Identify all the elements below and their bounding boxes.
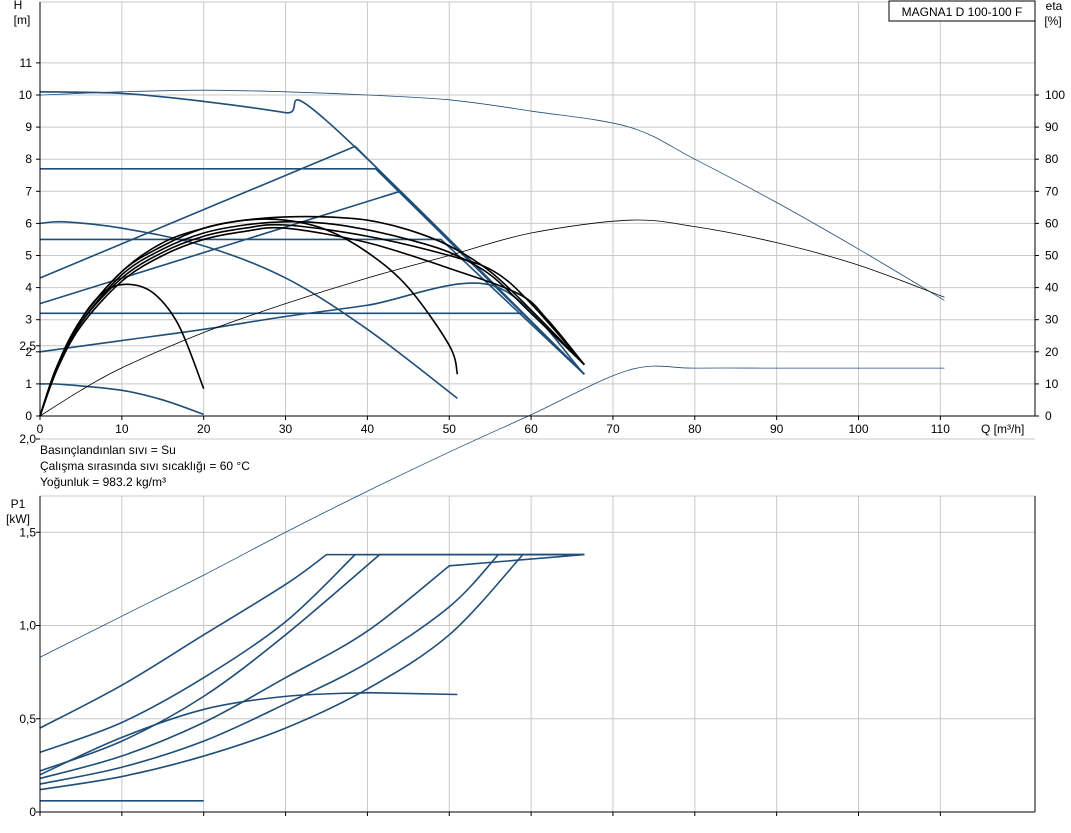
density-note: Yoğunluk = 983.2 kg/m³ xyxy=(40,475,166,489)
head-chart-axes: 0 10 20 30 40 50 60 70 80 90 100 110012345678910110… xyxy=(19,2,1065,436)
flow-tick-label: 50 xyxy=(443,422,457,436)
head-tick-label: 0 xyxy=(25,409,32,423)
efficiency-axis-label: eta xyxy=(1046,0,1063,13)
head-limit-curve xyxy=(39,282,585,375)
power-curve xyxy=(39,553,585,772)
head-tick-label: 5 xyxy=(25,249,32,263)
head-axis-unit: [m] xyxy=(14,13,31,27)
head-tick-label: 3 xyxy=(25,313,32,327)
head-curve xyxy=(39,226,585,417)
efficiency-tick-label: 80 xyxy=(1045,152,1059,166)
head-limit-curve xyxy=(40,312,585,375)
head-tick-label: 1 xyxy=(25,377,32,391)
efficiency-tick-label: 60 xyxy=(1045,216,1059,230)
head-chart-grid xyxy=(39,1,1036,417)
efficiency-tick-label: 70 xyxy=(1045,184,1059,198)
head-tick-label: 11 xyxy=(20,56,33,70)
power-curve xyxy=(39,553,585,785)
efficiency-tick-label: 90 xyxy=(1045,120,1059,134)
power-axis-unit: [kW] xyxy=(6,512,30,526)
head-tick-label: 10 xyxy=(19,88,33,102)
power-chart-axes: 0 0,5 1,0 1,5 2,0 2,5 xyxy=(19,339,1036,819)
temperature-note: Çalışma sırasında sıvı sıcaklığı = 60 °C xyxy=(40,459,250,473)
max-efficiency-curve xyxy=(39,89,945,301)
flow-tick-label: 30 xyxy=(279,422,293,436)
fluid-note: Basınçlandınlan sıvı = Su xyxy=(40,443,176,457)
flow-tick-label: 60 xyxy=(524,422,538,436)
head-tick-label: 2 xyxy=(25,345,32,359)
flow-tick-label: 10 xyxy=(115,422,129,436)
efficiency-tick-label: 30 xyxy=(1045,313,1059,327)
power-tick-label: 2,0 xyxy=(19,432,36,446)
efficiency-axis-unit: [%] xyxy=(1044,14,1061,28)
head-tick-label: 7 xyxy=(25,184,32,198)
head-limit-curve xyxy=(39,383,204,416)
flow-tick-label: 110 xyxy=(931,422,950,436)
flow-tick-label: 90 xyxy=(770,422,784,436)
efficiency-tick-label: 50 xyxy=(1045,249,1059,263)
legend-title: MAGNA1 D 100-100 F xyxy=(902,5,1023,19)
power-curve xyxy=(39,553,585,754)
efficiency-tick-label: 0 xyxy=(1045,409,1052,423)
head-chart-series xyxy=(39,89,945,417)
power-curve xyxy=(39,691,458,776)
power-curve xyxy=(39,553,585,791)
efficiency-tick-label: 10 xyxy=(1045,377,1059,391)
head-limit-curve xyxy=(39,220,458,399)
power-tick-label: 0 xyxy=(29,805,36,819)
power-curve xyxy=(39,553,585,780)
head-limit-curve xyxy=(40,238,585,375)
flow-tick-label: 70 xyxy=(606,422,620,436)
head-tick-label: 4 xyxy=(25,281,32,295)
head-tick-label: 6 xyxy=(25,216,32,230)
efficiency-tick-label: 20 xyxy=(1045,345,1059,359)
power-axis-label: P1 xyxy=(11,497,26,511)
power-tick-label: 1,0 xyxy=(19,619,36,633)
flow-tick-label: 40 xyxy=(361,422,375,436)
flow-tick-label: 0 xyxy=(37,422,44,436)
legend-box xyxy=(888,0,1036,22)
power-curve xyxy=(39,553,585,729)
max-power-curve xyxy=(39,365,945,658)
head-curve xyxy=(39,220,585,417)
efficiency-tick-label: 40 xyxy=(1045,281,1059,295)
head-axis-label: H xyxy=(14,0,23,12)
flow-axis-label: Q [m³/h] xyxy=(981,422,1024,436)
power-tick-label: 1,5 xyxy=(19,525,36,539)
flow-tick-label: 80 xyxy=(688,422,702,436)
power-chart-series xyxy=(39,365,945,802)
head-tick-label: 9 xyxy=(25,120,32,134)
flow-tick-label: 20 xyxy=(197,422,211,436)
head-tick-label: 8 xyxy=(25,152,32,166)
power-tick-label: 0,5 xyxy=(19,712,36,726)
power-tick-label: 2,5 xyxy=(19,339,36,353)
flow-tick-label: 100 xyxy=(848,422,868,436)
efficiency-tick-label: 100 xyxy=(1045,88,1065,102)
